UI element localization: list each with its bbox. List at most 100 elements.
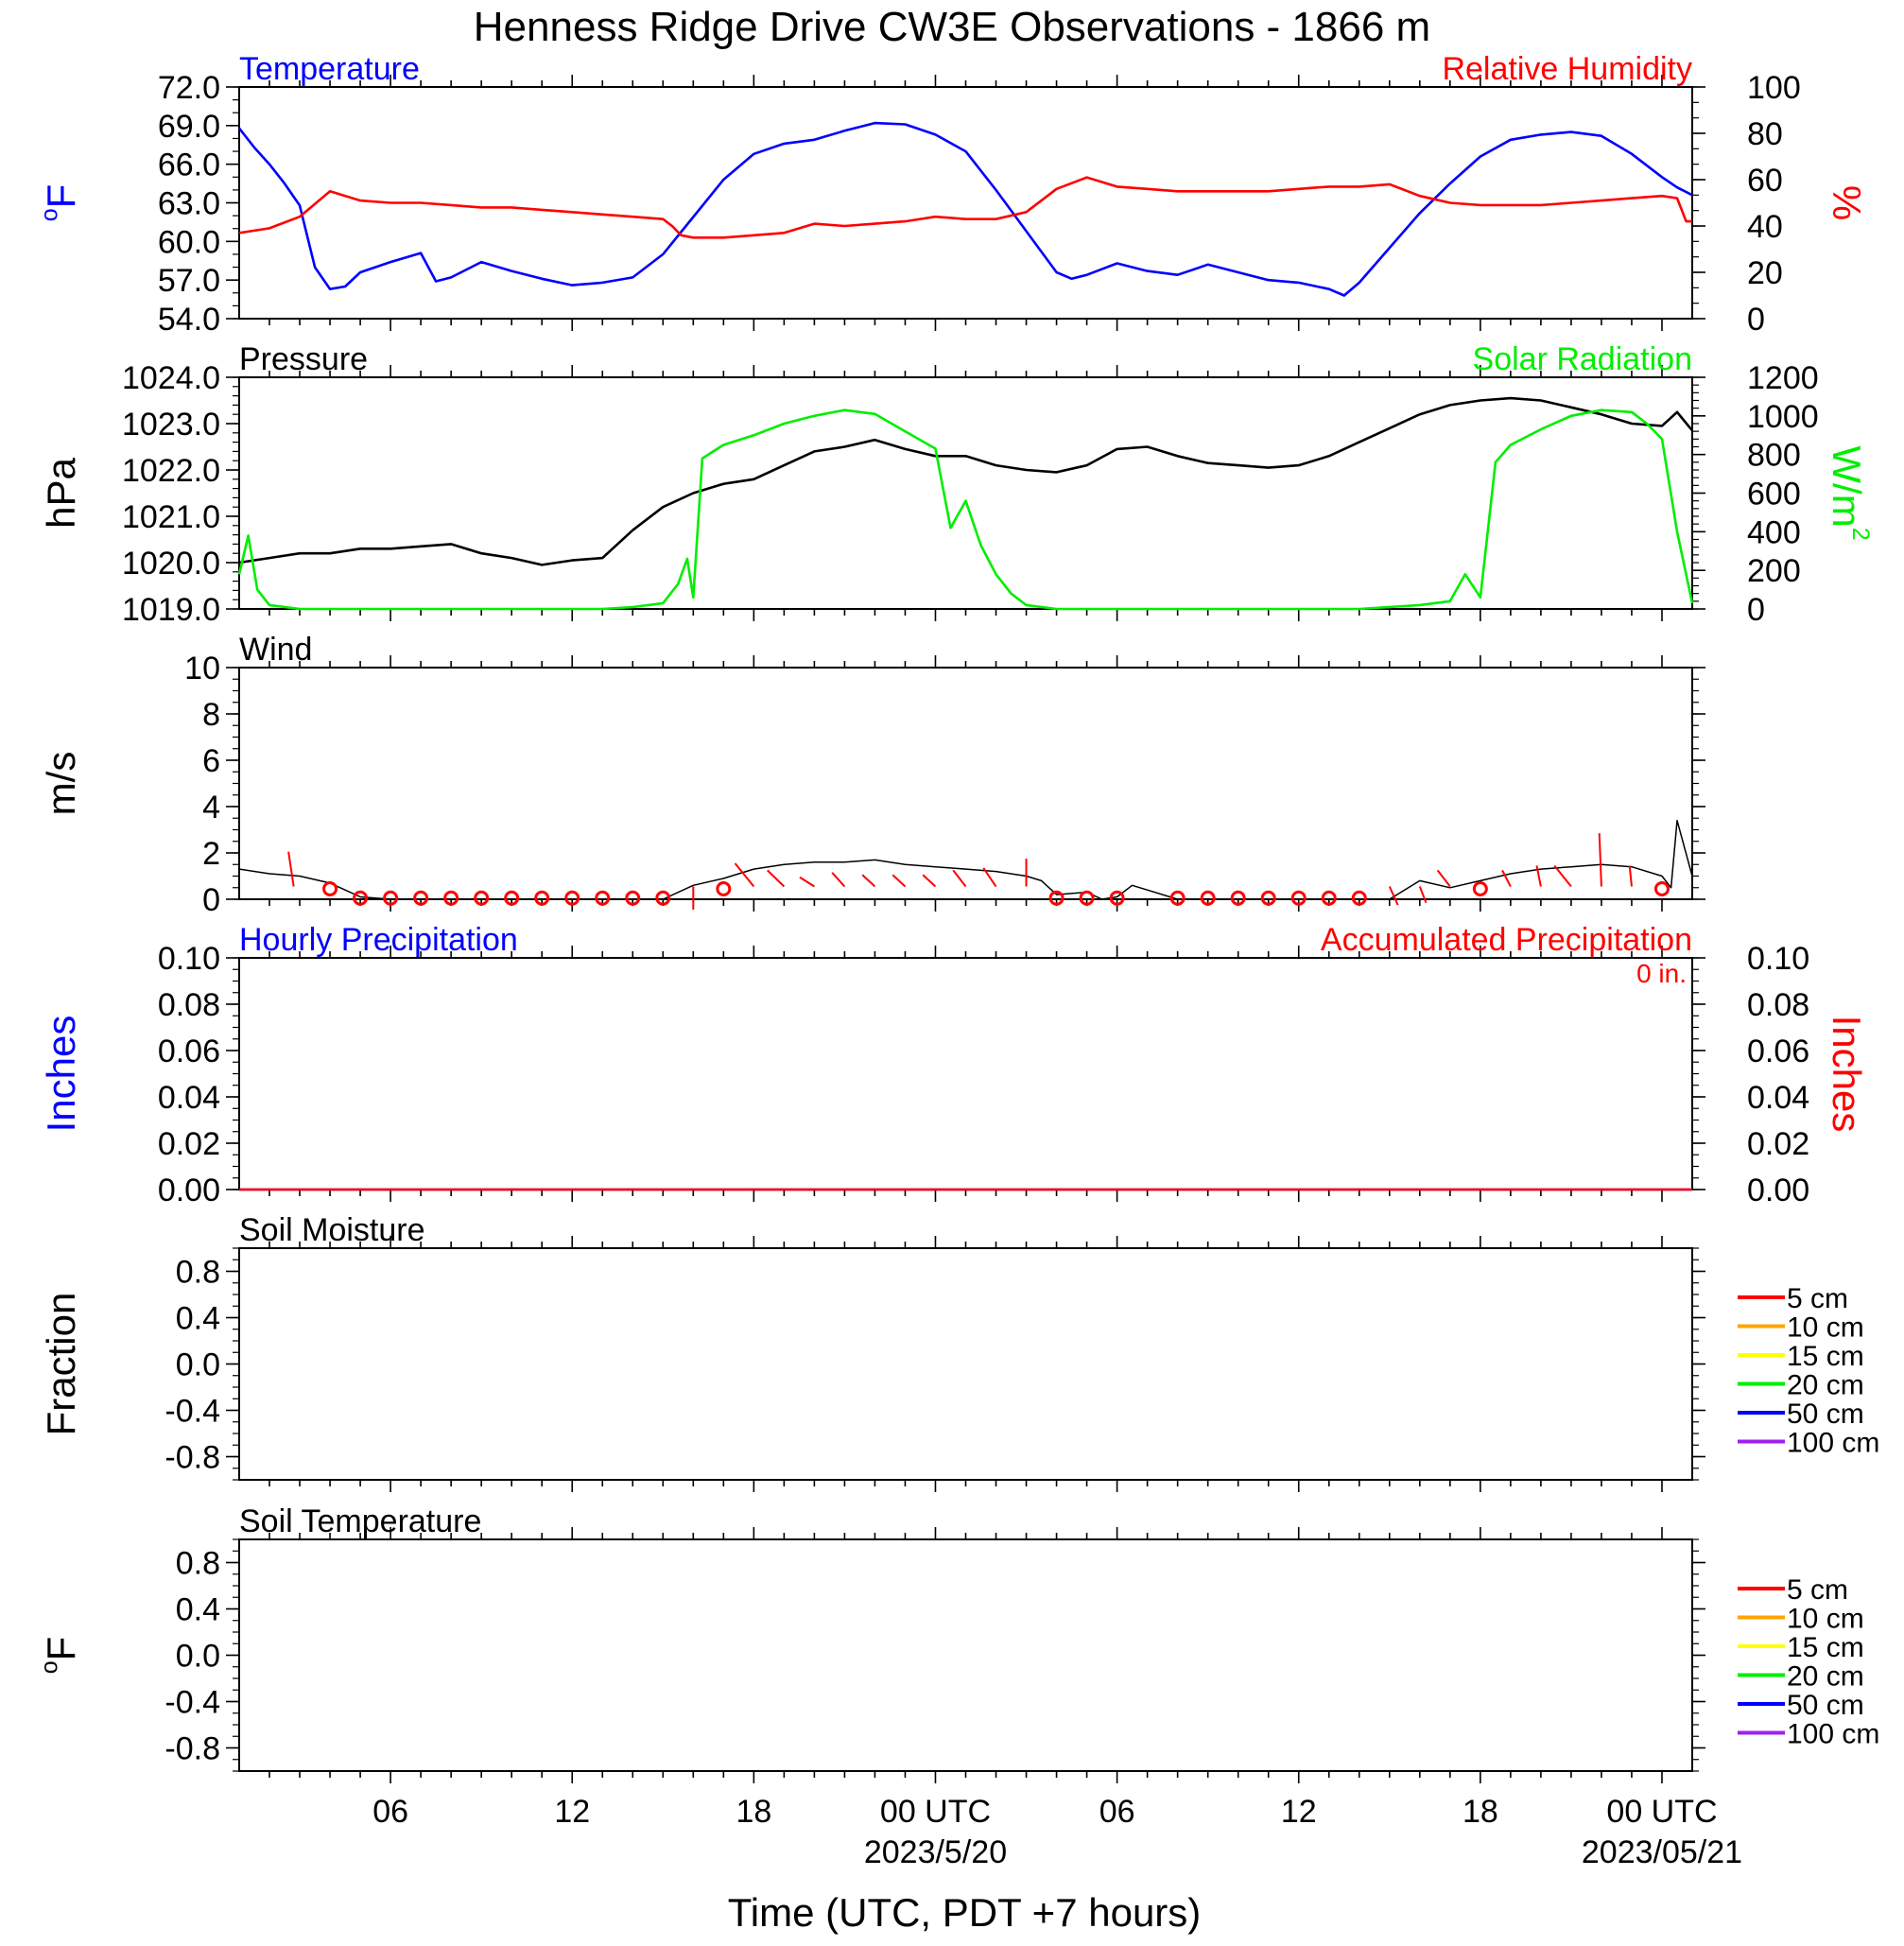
wind-barb-staff	[1436, 869, 1451, 888]
panel-4-ytick-label-right: 0.08	[1747, 987, 1809, 1023]
wind-calm-marker	[1653, 880, 1670, 896]
wind-calm-marker	[1109, 890, 1125, 906]
panel-2-ytick-label-right: 200	[1747, 553, 1801, 589]
panel-4-ytick-label-right: 0.06	[1747, 1034, 1809, 1069]
panel-2-ytick-label-left: 1019.0	[122, 592, 220, 628]
panel-4-ytick-label-left: 0.04	[158, 1080, 220, 1116]
panel-2-title-left: Pressure	[239, 341, 368, 377]
wind-calm-marker	[595, 890, 611, 906]
wind-barb-staff	[734, 862, 755, 888]
panel-4-ylabel-left-text: Inches	[39, 1016, 83, 1133]
panel-5-frame	[238, 1247, 1693, 1481]
panel-1-ytick-label-left: 60.0	[158, 224, 220, 260]
wind-calm-marker	[383, 890, 399, 906]
wind-barb-staff	[861, 874, 876, 888]
panel-1-ytick-label-right: 100	[1747, 70, 1801, 106]
panel-1-ytick-label-right: 20	[1747, 255, 1783, 291]
panel-1-ytick-label-left: 66.0	[158, 148, 220, 183]
wind-calm-marker	[322, 880, 338, 896]
wind-barb-staff	[1501, 869, 1512, 887]
wind-calm-marker	[1351, 890, 1367, 906]
panel-1-ytick-label-right: 80	[1747, 116, 1783, 152]
panel-1-ytick-label-left: 54.0	[158, 302, 220, 338]
panel-3-ytick-label-left: 8	[202, 697, 220, 733]
panel-4-ytick-label-right: 0.10	[1747, 941, 1809, 977]
panel-6-legend-label: 10 cm	[1787, 1604, 1864, 1635]
wind-calm-marker	[504, 890, 520, 906]
wind-barb-staff	[1418, 886, 1428, 904]
panel-2-ytick-label-left: 1024.0	[122, 360, 220, 396]
wind-calm-marker	[353, 890, 369, 906]
panel-3-ytick-label-left: 2	[202, 836, 220, 872]
panel-2-series-solar-radiation	[237, 408, 1694, 611]
x-axis-label: Time (UTC, PDT +7 hours)	[728, 1890, 1202, 1935]
wind-calm-marker	[443, 890, 459, 906]
wind-calm-marker	[716, 880, 732, 896]
panel-5-ytick-label-left: 0.0	[176, 1347, 220, 1383]
wind-calm-marker	[1048, 890, 1065, 906]
wind-barb-staff	[1553, 864, 1572, 888]
wind-barb-staff	[799, 876, 815, 888]
panel-2-ylabel-left: hPa	[39, 457, 83, 528]
panel-2-ytick-label-left: 1023.0	[122, 407, 220, 443]
wind-calm-marker	[1079, 890, 1095, 906]
wind-barb-staff	[287, 851, 295, 887]
panel-5-legend-label: 15 cm	[1787, 1341, 1864, 1372]
panel-1-ylabel-left-text: oF	[36, 184, 83, 222]
x-tick-label: 06	[372, 1794, 408, 1830]
wind-calm-marker	[413, 890, 429, 906]
panel-4-title-left: Hourly Precipitation	[239, 922, 518, 958]
panel-3-ytick-label-left: 6	[202, 743, 220, 779]
panel-1-ytick-label-left: 72.0	[158, 70, 220, 106]
panel-3-ylabel-left: m/s	[39, 752, 83, 816]
panel-5-ytick-label-left: -0.8	[164, 1440, 220, 1476]
panel-2-ytick-label-left: 1021.0	[122, 499, 220, 535]
panel-6-legend-label: 50 cm	[1787, 1690, 1864, 1721]
panel-2-frame	[238, 376, 1693, 610]
panel-1-series-relative-humidity	[238, 176, 1692, 239]
panel-6-ylabel-left: oF	[36, 1637, 83, 1675]
panel-1-ytick-label-left: 69.0	[158, 109, 220, 145]
panel-2-ytick-label-left: 1020.0	[122, 546, 220, 582]
panel-1-title-left: Temperature	[239, 51, 420, 87]
panel-1-frame	[238, 86, 1693, 320]
panel-6-ytick-label-left: -0.4	[164, 1685, 220, 1721]
panel-4-ytick-label-left: 0.08	[158, 987, 220, 1023]
panel-4-ylabel-right: Inches	[1825, 1016, 1869, 1133]
panel-3-ylabel-left-text: m/s	[39, 752, 83, 816]
wind-calm-marker	[474, 890, 490, 906]
wind-calm-marker	[1169, 890, 1186, 906]
panel-2-ylabel-left-text: hPa	[39, 457, 83, 528]
wind-barb-staff	[767, 869, 786, 888]
panel-5-legend-label: 50 cm	[1787, 1399, 1864, 1430]
x-tick-label: 00 UTC	[880, 1794, 991, 1830]
panel-2-ytick-label-right: 800	[1747, 438, 1801, 474]
panel-3-frame	[238, 667, 1693, 900]
panel-4-ytick-label-left: 0.00	[158, 1173, 220, 1208]
panel-6-ytick-label-left: 0.4	[176, 1592, 220, 1628]
page-title: Henness Ridge Drive CW3E Observations - …	[474, 4, 1430, 50]
panel-1-ylabel-left: oF	[36, 184, 83, 222]
x-date-label: 2023/05/21	[1582, 1834, 1742, 1870]
panel-2-ytick-label-right: 600	[1747, 477, 1801, 513]
panel-3-ytick-label-left: 10	[184, 651, 220, 686]
panel-5-legend-label: 10 cm	[1787, 1312, 1864, 1344]
panel-5-ylabel-left: Fraction	[39, 1293, 83, 1436]
x-tick-label: 00 UTC	[1606, 1794, 1717, 1830]
wind-calm-marker	[1321, 890, 1337, 906]
x-tick-label: 12	[554, 1794, 590, 1830]
panel-2-ytick-label-left: 1022.0	[122, 453, 220, 489]
panel-6-ylabel-left-text: oF	[36, 1637, 83, 1675]
panel-1-ytick-label-left: 57.0	[158, 263, 220, 299]
panel-1-ytick-label-right: 60	[1747, 163, 1783, 199]
panel-4-ytick-label-left: 0.06	[158, 1034, 220, 1069]
panel-1-ytick-label-left: 63.0	[158, 186, 220, 222]
wind-calm-marker	[564, 890, 580, 906]
wind-calm-marker	[1260, 890, 1276, 906]
wind-barb-staff	[922, 874, 937, 888]
wind-barb-staff	[1388, 886, 1399, 906]
panel-3-ytick-label-left: 0	[202, 882, 220, 918]
panel-4-frame	[238, 957, 1693, 1190]
wind-calm-marker	[1472, 880, 1488, 896]
